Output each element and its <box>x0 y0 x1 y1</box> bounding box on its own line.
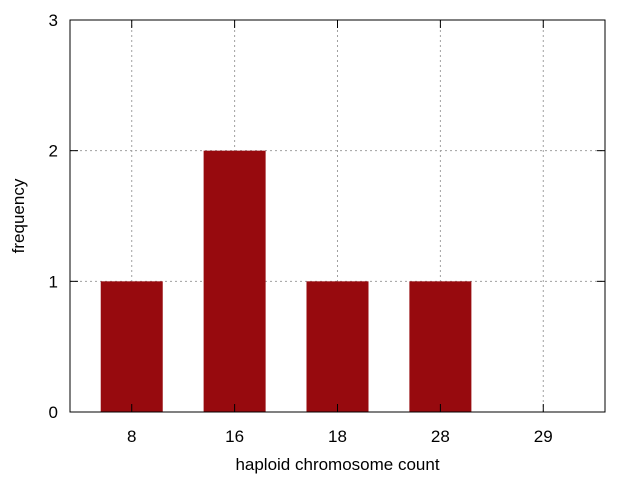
x-tick-label: 16 <box>225 427 244 446</box>
bar <box>306 281 369 412</box>
x-axis-label: haploid chromosome count <box>235 455 439 474</box>
y-tick-label: 2 <box>49 142 58 161</box>
y-tick-label: 3 <box>49 11 58 30</box>
bar <box>409 281 472 412</box>
bar <box>203 150 266 412</box>
bars <box>100 150 472 412</box>
y-tick-label: 1 <box>49 272 58 291</box>
x-tick-label: 29 <box>534 427 553 446</box>
y-axis-ticks: 0 1 2 3 <box>49 11 605 422</box>
x-tick-label: 18 <box>328 427 347 446</box>
x-axis-ticks: 8 16 18 28 29 <box>127 20 553 446</box>
y-tick-label: 0 <box>49 403 58 422</box>
x-tick-label: 28 <box>431 427 450 446</box>
bar <box>100 281 163 412</box>
y-axis-label: frequency <box>9 178 28 253</box>
x-tick-label: 8 <box>127 427 136 446</box>
